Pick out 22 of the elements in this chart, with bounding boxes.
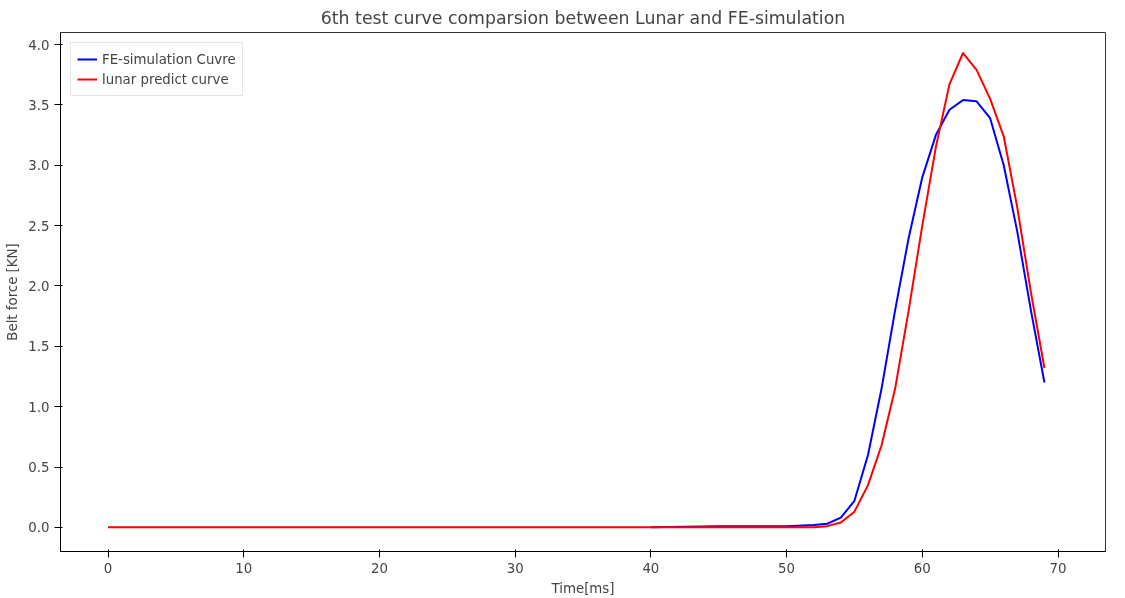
y-tick-label: 1.5 bbox=[28, 339, 50, 355]
y-tick-label: 0.5 bbox=[28, 460, 50, 476]
y-tick-label: 1.0 bbox=[28, 399, 50, 415]
x-tick-label: 10 bbox=[235, 560, 253, 576]
y-tick-label: 0.0 bbox=[28, 520, 50, 536]
x-tick-label: 40 bbox=[642, 560, 660, 576]
x-tick-label: 60 bbox=[913, 560, 931, 576]
legend-label: FE-simulation Cuvre bbox=[102, 51, 236, 67]
x-tick-label: 20 bbox=[370, 560, 388, 576]
x-tick-label: 70 bbox=[1049, 560, 1067, 576]
x-axis-title: Time[ms] bbox=[550, 580, 615, 596]
x-tick-label: 0 bbox=[103, 560, 113, 576]
x-tick-label: 30 bbox=[506, 560, 524, 576]
y-tick-label: 3.0 bbox=[28, 158, 50, 174]
y-tick-label: 4.0 bbox=[28, 37, 50, 53]
x-tick-label: 50 bbox=[778, 560, 796, 576]
chart-title: 6th test curve comparsion between Lunar and FE-simulation bbox=[320, 7, 846, 28]
y-tick-label: 3.5 bbox=[28, 97, 50, 113]
y-axis-title: Belt force [KN] bbox=[5, 243, 21, 341]
y-tick-label: 2.0 bbox=[28, 278, 50, 294]
y-tick-label: 2.5 bbox=[28, 218, 50, 234]
legend-label: lunar predict curve bbox=[102, 71, 229, 87]
